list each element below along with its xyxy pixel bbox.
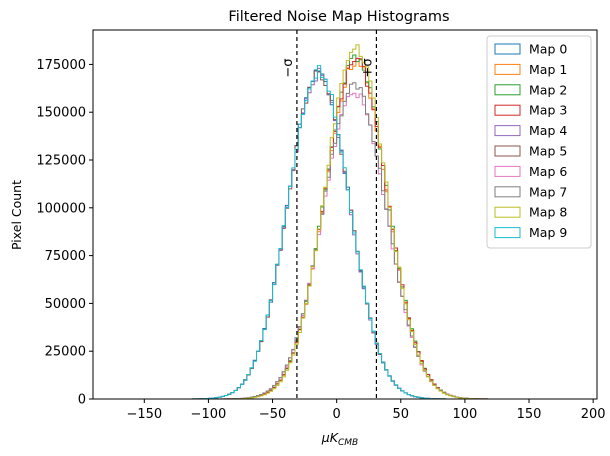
legend-label: Map 2 <box>529 82 567 97</box>
legend-swatch <box>494 186 521 198</box>
legend-label: Map 6 <box>529 164 567 179</box>
legend-label: Map 9 <box>529 225 567 240</box>
x-tick-label: 100 <box>452 407 477 422</box>
legend-swatch <box>494 165 521 177</box>
y-tick-label: 75000 <box>45 249 86 264</box>
legend-label: Map 0 <box>529 42 567 57</box>
legend-swatch <box>494 63 521 75</box>
legend-swatch <box>494 43 521 55</box>
x-axis-label-main: μK <box>321 430 340 445</box>
x-tick-label: 200 <box>581 407 606 422</box>
x-axis-label-subscript: CMB <box>338 438 358 448</box>
x-tick-label: −150 <box>126 407 162 422</box>
y-tick-label: 175000 <box>36 58 86 73</box>
legend-label: Map 8 <box>529 205 567 220</box>
x-tick-label: −50 <box>259 407 286 422</box>
y-tick-label: 150000 <box>36 106 86 121</box>
x-tick-label: 0 <box>333 407 341 422</box>
y-axis-label: Pixel Count <box>9 180 24 250</box>
sigma-lines: −σ +σ <box>281 30 378 399</box>
legend: Map 0 Map 1 Map 2 Map 3 Map 4 Map 5 Map 6 Map 7… <box>486 35 592 249</box>
legend-swatch <box>494 104 521 116</box>
plot-frame <box>92 29 598 400</box>
legend-label: Map 1 <box>529 62 567 77</box>
x-tick-label: −100 <box>191 407 227 422</box>
legend-label: Map 5 <box>529 144 567 159</box>
legend-swatch <box>494 206 521 218</box>
y-tick-label: 50000 <box>45 297 86 312</box>
legend-box <box>486 35 592 249</box>
y-tick-label: 25000 <box>45 345 86 360</box>
x-axis-label: μKCMB <box>321 430 358 448</box>
legend-label: Map 4 <box>529 123 567 138</box>
legend-label: Map 3 <box>529 103 567 118</box>
x-tick-label: 50 <box>393 407 410 422</box>
sigma-label-0: −σ <box>281 58 296 77</box>
x-tick-label: 150 <box>517 407 542 422</box>
sigma-label-1: +σ <box>360 58 375 77</box>
legend-swatch <box>494 84 521 96</box>
x-axis-ticks: −150 −100 −50 0 50 100 150 200 <box>126 399 606 422</box>
legend-swatch <box>494 227 521 239</box>
y-tick-label: 100000 <box>36 201 86 216</box>
legend-swatch <box>494 145 521 157</box>
y-tick-label: 125000 <box>36 154 86 169</box>
y-axis-ticks: 0 25000 50000 75000 100000 125000 150000 175000 <box>36 58 93 408</box>
legend-label: Map 7 <box>529 184 567 199</box>
legend-swatch <box>494 125 521 137</box>
y-tick-label: 0 <box>78 393 86 408</box>
chart-title: Filtered Noise Map Histograms <box>228 9 449 25</box>
